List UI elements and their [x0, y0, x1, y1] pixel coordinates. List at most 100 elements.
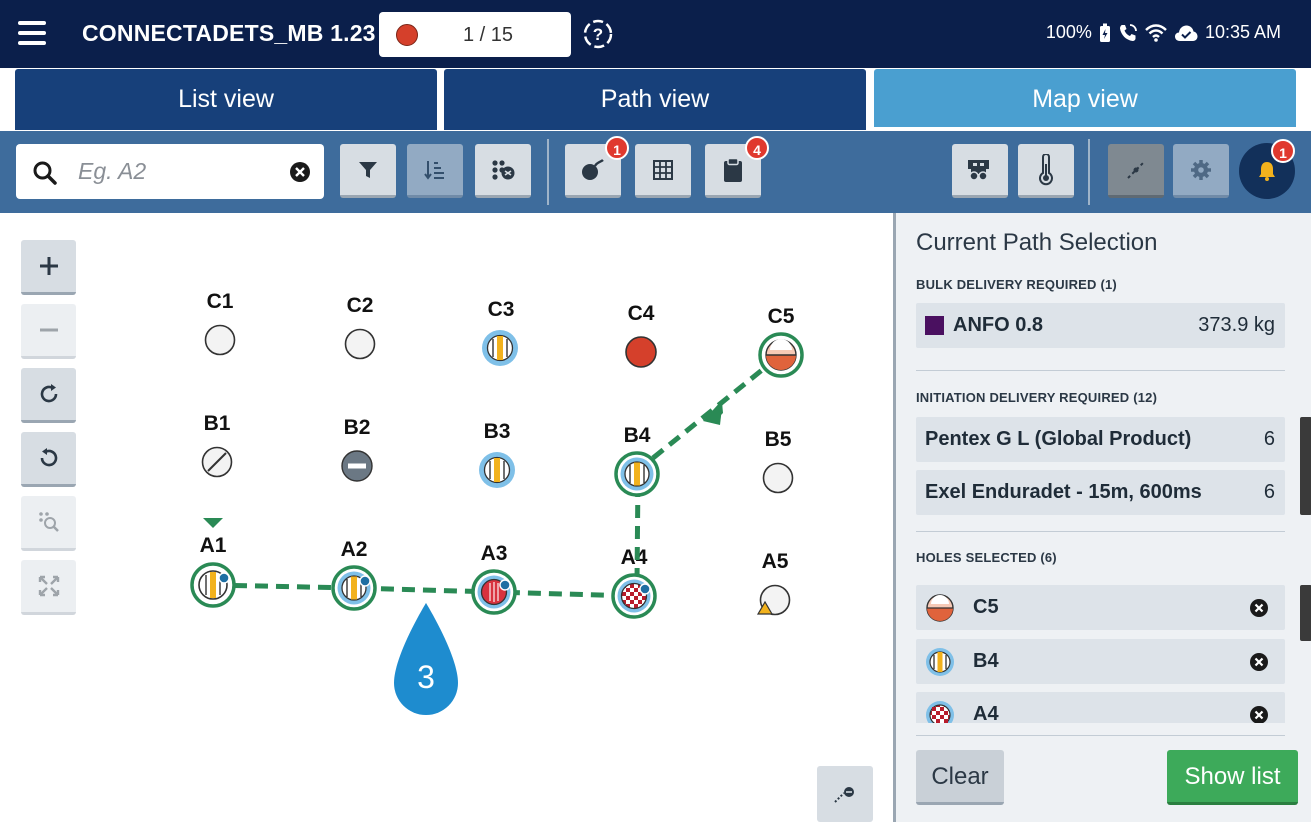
hole-b2[interactable] — [341, 450, 373, 482]
truck-button[interactable] — [952, 144, 1008, 198]
hole-c4[interactable] — [625, 336, 657, 368]
rotate-clockwise-button[interactable] — [21, 368, 76, 423]
bulk-product-amount: 373.9 kg — [1198, 314, 1275, 336]
grid-icon — [653, 159, 673, 180]
map-layer-button[interactable] — [817, 766, 873, 822]
location-drop-marker[interactable] — [392, 603, 460, 721]
cloud-done-icon — [1174, 25, 1198, 41]
hole-c5[interactable] — [758, 332, 804, 378]
scrollbar-thumb[interactable] — [1300, 417, 1311, 515]
clear-button[interactable]: Clear — [916, 750, 1004, 805]
bell-icon — [1259, 162, 1275, 181]
selected-hole-id: C5 — [973, 596, 999, 618]
explosive-badge: 1 — [605, 136, 629, 160]
temperature-button[interactable] — [1018, 144, 1074, 198]
clipboard-button[interactable]: 4 — [705, 136, 769, 198]
path-mode-button[interactable] — [1108, 144, 1164, 198]
hole-label-c3: C3 — [487, 298, 515, 321]
settings-button[interactable] — [1173, 144, 1229, 198]
map-layer — [190, 324, 804, 619]
rotate-counterclockwise-icon — [40, 448, 57, 467]
svg-text:?: ? — [593, 25, 603, 44]
hole-b1[interactable] — [201, 446, 233, 478]
battery-icon — [1099, 23, 1110, 42]
zoom-in-button[interactable] — [21, 240, 76, 295]
explosive-icon — [582, 158, 604, 180]
app-title: CONNECTADETS_MB 1.23 — [82, 20, 376, 46]
hole-c3[interactable] — [482, 330, 518, 366]
path-link-icon — [1127, 160, 1145, 179]
clear-search-icon[interactable] — [289, 161, 311, 183]
hole-a1[interactable] — [190, 562, 236, 608]
remove-hole-icon[interactable] — [1249, 598, 1269, 618]
hole-b5[interactable] — [762, 462, 794, 494]
remove-hole-icon[interactable] — [1249, 652, 1269, 672]
filter-button[interactable] — [340, 144, 396, 198]
path-selection-panel: Current Path Selection BULK DELIVERY REQ… — [893, 213, 1311, 822]
notifications-button[interactable]: 1 — [1239, 139, 1295, 199]
hole-c1[interactable] — [204, 324, 236, 356]
filter-icon — [359, 161, 377, 178]
status-bar: 100% 10:35 AM — [1046, 22, 1281, 43]
hole-b4[interactable] — [614, 451, 660, 497]
bulk-product-name: ANFO 0.8 — [953, 314, 1044, 336]
holes-selected-list[interactable]: C5 B4 A4 — [896, 573, 1311, 723]
tab-list-view[interactable]: List view — [15, 69, 437, 130]
wifi-icon — [1145, 23, 1167, 42]
drop-marker-count: 3 — [417, 659, 435, 695]
hole-b3[interactable] — [479, 452, 515, 488]
initiation-item-name: Exel Enduradet - 15m, 600ms — [925, 481, 1202, 503]
fit-screen-button[interactable] — [21, 560, 76, 615]
rotate-counterclockwise-button[interactable] — [21, 432, 76, 487]
tab-map-view[interactable]: Map view — [874, 69, 1296, 130]
selected-hole-item[interactable]: C5 — [916, 585, 1285, 630]
zoom-to-selection-button[interactable] — [21, 496, 76, 551]
initiation-item: Exel Enduradet - 15m, 600ms 6 — [916, 470, 1285, 515]
search-input[interactable] — [78, 154, 278, 188]
top-bar: CONNECTADETS_MB 1.23 1 / 15 ? 100% 10:35… — [0, 0, 1311, 68]
hole-label-a1: A1 — [199, 534, 227, 557]
show-list-button[interactable]: Show list — [1167, 750, 1298, 805]
hole-a3[interactable] — [471, 569, 517, 615]
remove-hole-icon[interactable] — [1249, 705, 1269, 723]
start-marker-icon — [203, 518, 223, 528]
hole-label-b5: B5 — [764, 428, 792, 451]
section-divider — [916, 531, 1285, 532]
hole-a4[interactable] — [611, 573, 657, 619]
checker-hole-icon — [926, 701, 954, 723]
hole-counter[interactable]: 1 / 15 — [379, 12, 571, 57]
gear-icon — [1191, 159, 1211, 180]
hole-label-c4: C4 — [627, 302, 655, 325]
section-divider — [916, 735, 1285, 736]
half-charged-hole-icon — [926, 594, 954, 622]
hole-label-b2: B2 — [343, 416, 371, 439]
help-icon[interactable]: ? — [582, 18, 614, 50]
explosive-button[interactable]: 1 — [565, 136, 629, 198]
pattern-button[interactable] — [475, 144, 531, 198]
list-scrollbar-thumb[interactable] — [1300, 585, 1311, 641]
sort-button[interactable] — [407, 144, 463, 198]
initiation-heading: INITIATION DELIVERY REQUIRED (12) — [916, 390, 1158, 405]
tab-path-view[interactable]: Path view — [444, 69, 866, 130]
zoom-out-button[interactable] — [21, 304, 76, 359]
initiation-item-name: Pentex G L (Global Product) — [925, 428, 1192, 450]
hole-label-b1: B1 — [203, 412, 231, 435]
grid-button[interactable] — [635, 144, 691, 198]
path-draw-icon — [834, 787, 854, 803]
hole-c2[interactable] — [344, 328, 376, 360]
hole-a2[interactable] — [331, 565, 377, 611]
search-icon — [33, 161, 57, 185]
section-divider — [916, 370, 1285, 371]
hole-a5[interactable] — [756, 584, 791, 616]
selected-hole-item[interactable]: B4 — [916, 639, 1285, 684]
menu-icon[interactable] — [18, 21, 46, 45]
initiation-item-qty: 6 — [1263, 481, 1275, 503]
selected-hole-id: A4 — [973, 703, 999, 723]
zoom-selection-icon — [38, 512, 59, 532]
hole-label-a3: A3 — [480, 542, 508, 565]
clipboard-icon — [724, 157, 742, 182]
map-canvas[interactable]: C1 C2 C3 C4 C5 B1 B2 B3 B4 B5 A1 A2 A3 A… — [0, 213, 893, 822]
selected-hole-item[interactable]: A4 — [916, 692, 1285, 723]
hole-pattern-icon — [492, 159, 515, 180]
plus-icon — [39, 257, 58, 275]
